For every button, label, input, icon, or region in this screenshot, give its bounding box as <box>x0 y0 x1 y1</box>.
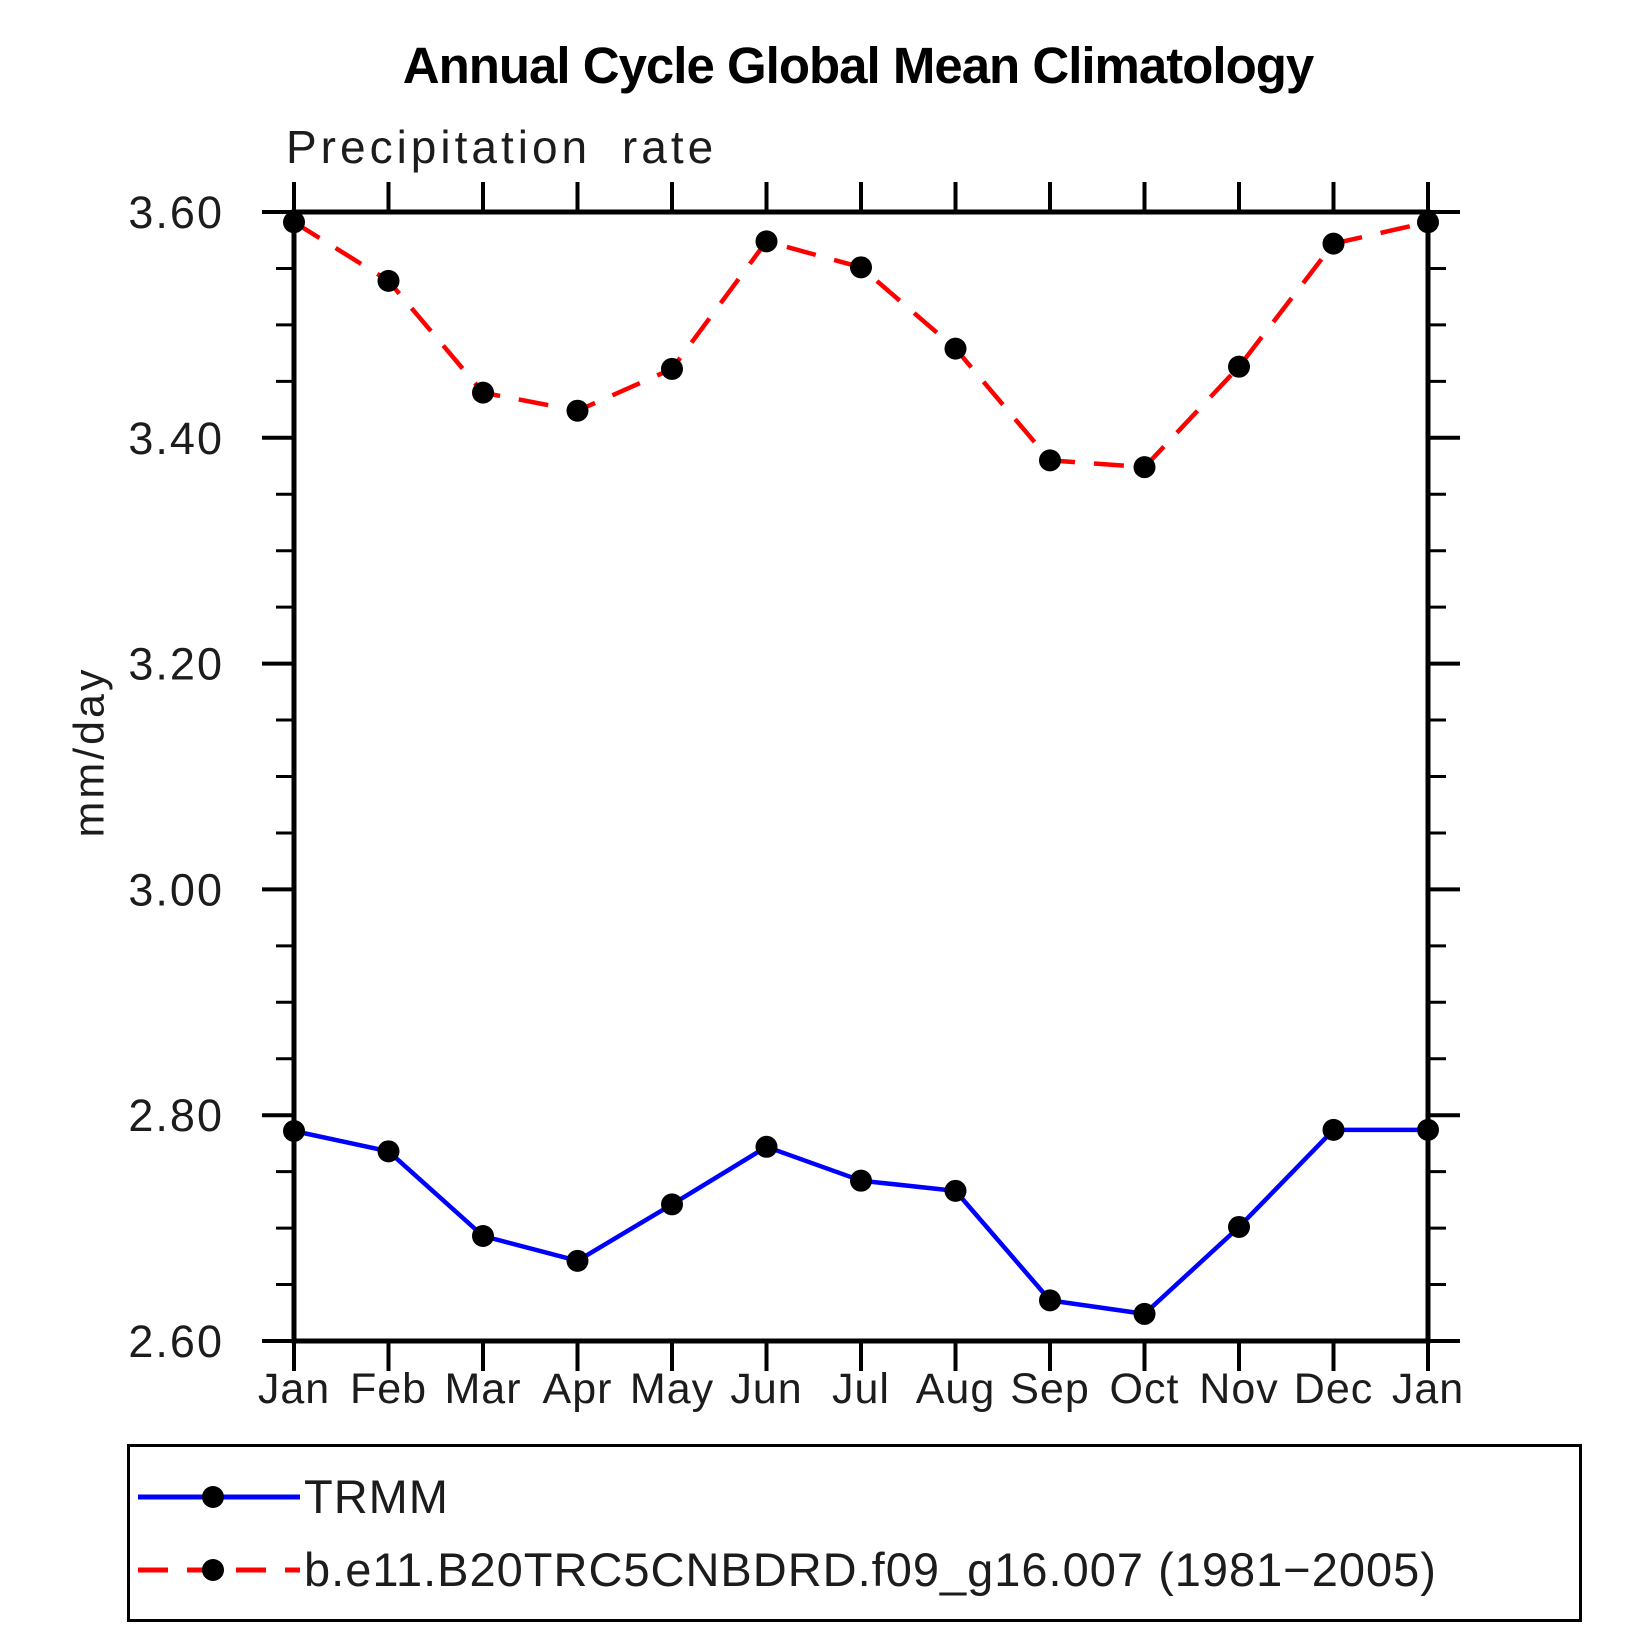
svg-text:Jan: Jan <box>258 1365 330 1413</box>
legend-box: TRMM b.e11.B20TRC5CNBDRD.f09_g16.007 (19… <box>127 1444 1582 1622</box>
legend-label-trmm: TRMM <box>304 1470 449 1523</box>
svg-text:Mar: Mar <box>444 1365 521 1413</box>
svg-text:2.80: 2.80 <box>128 1090 224 1141</box>
trmm-line-sample-icon <box>138 1485 300 1508</box>
svg-text:Nov: Nov <box>1199 1365 1278 1413</box>
legend-row-model: b.e11.B20TRC5CNBDRD.f09_g16.007 (1981−20… <box>138 1546 1579 1593</box>
svg-text:Jul: Jul <box>832 1365 890 1413</box>
svg-text:3.40: 3.40 <box>128 413 224 464</box>
x-axis-ticks <box>292 182 1430 1371</box>
svg-text:Jun: Jun <box>730 1365 802 1413</box>
y-tick-labels: 2.60 2.80 3.00 3.20 3.40 3.60 <box>128 187 224 1367</box>
svg-text:2.60: 2.60 <box>128 1316 224 1367</box>
svg-text:Apr: Apr <box>543 1365 613 1413</box>
page-title: Annual Cycle Global Mean Climatology <box>402 37 1314 94</box>
legend-row-trmm: TRMM <box>138 1473 1579 1520</box>
svg-text:Jan: Jan <box>1392 1365 1464 1413</box>
svg-text:3.20: 3.20 <box>128 639 224 690</box>
svg-text:May: May <box>630 1365 714 1413</box>
svg-text:3.60: 3.60 <box>128 187 224 238</box>
svg-text:Dec: Dec <box>1294 1365 1373 1413</box>
x-tick-labels: Jan Feb Mar Apr May Jun Jul Aug Sep Oct Nov Dec Jan <box>258 1365 1464 1413</box>
chart-subtitle: Precipitation rate <box>286 121 718 173</box>
series-model <box>283 211 1439 479</box>
svg-text:Oct: Oct <box>1110 1365 1180 1413</box>
model-line-sample-icon <box>138 1558 300 1581</box>
svg-text:Feb: Feb <box>350 1365 427 1413</box>
plot-frame <box>291 209 1431 1344</box>
legend-label-model: b.e11.B20TRC5CNBDRD.f09_g16.007 (1981−20… <box>304 1543 1437 1596</box>
svg-text:3.00: 3.00 <box>128 864 224 915</box>
svg-text:Sep: Sep <box>1010 1365 1090 1413</box>
svg-text:Aug: Aug <box>916 1365 996 1413</box>
series-trmm <box>283 1118 1439 1325</box>
y-axis-ticks <box>262 210 1460 1343</box>
